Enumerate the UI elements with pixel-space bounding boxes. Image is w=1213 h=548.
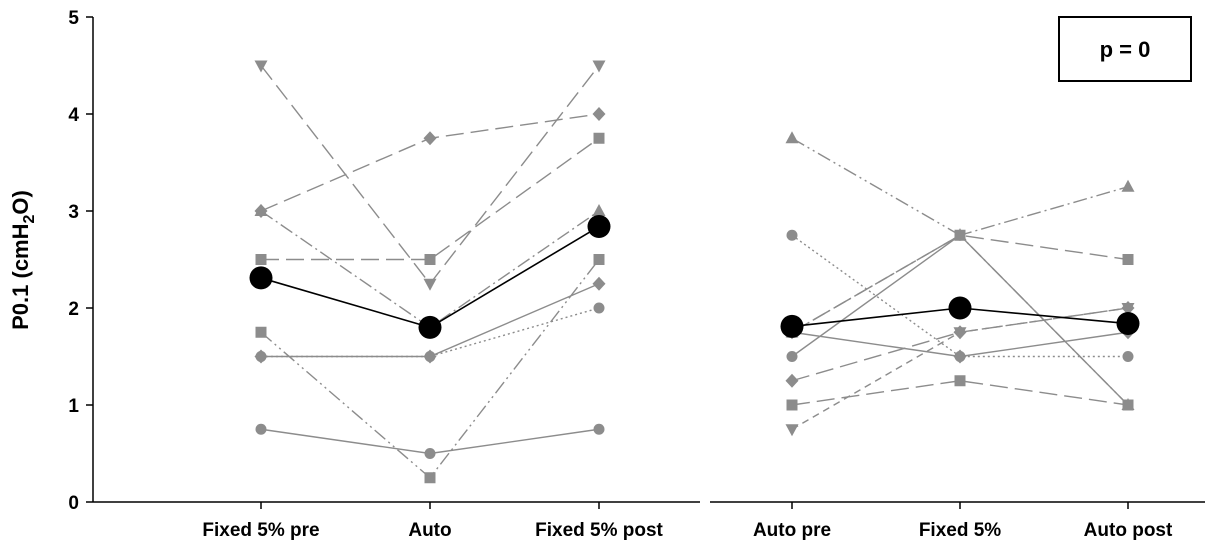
subject-marker-diamond xyxy=(423,131,437,146)
subject-marker-square xyxy=(424,472,436,484)
mean-marker xyxy=(587,215,611,239)
subject-marker-triangle-up xyxy=(785,131,799,144)
svg-text:P0.1 (cmH2O): P0.1 (cmH2O) xyxy=(8,190,38,330)
subject-marker-circle xyxy=(593,423,605,435)
subject-marker-triangle-up xyxy=(1121,179,1135,192)
subject-marker-circle xyxy=(424,448,436,459)
subject-marker-square xyxy=(255,326,267,338)
panel-2-mean-series xyxy=(780,296,1140,338)
subject-marker-diamond xyxy=(953,349,967,364)
y-tick-label: 3 xyxy=(68,202,79,223)
subject-marker-triangle-down xyxy=(1121,303,1135,315)
subject-marker-square xyxy=(593,254,605,265)
subject-series-1 xyxy=(254,60,606,291)
subject-marker-triangle-down xyxy=(592,60,606,73)
subject-marker-square xyxy=(593,132,605,144)
p-value-annotation: p = 0 xyxy=(1058,16,1192,82)
subject-line xyxy=(260,210,600,329)
panel-1-axes: 0 1 2 3 4 5 Fixed 5% pre Auto Fixed 5% post xyxy=(68,8,700,541)
x-tick-label: Auto post xyxy=(1084,520,1173,541)
subject-marker-square xyxy=(954,375,966,387)
subject-line xyxy=(261,137,600,261)
y-tick-label: 1 xyxy=(68,396,79,417)
subject-marker-circle xyxy=(786,229,798,241)
subject-series-2 xyxy=(786,229,1134,362)
x-tick-label: Auto pre xyxy=(753,520,831,541)
subject-marker-square xyxy=(954,229,966,241)
subject-line xyxy=(260,113,600,212)
subject-line xyxy=(791,307,1129,382)
x-tick-label: Fixed 5% xyxy=(919,520,1001,541)
y-axis-title-end: O) xyxy=(8,190,33,214)
mean-series-layer xyxy=(249,215,1140,339)
y-axis-title: P0.1 (cmH2O) xyxy=(8,190,38,330)
panel-2-axes: Auto pre Fixed 5% Auto post xyxy=(710,501,1205,541)
subject-series-7 xyxy=(255,302,605,362)
y-tick-label: 0 xyxy=(68,493,79,514)
subject-marker-square xyxy=(1122,254,1134,265)
subject-series-8 xyxy=(255,423,605,459)
y-axis-title-subscript: 2 xyxy=(21,214,38,223)
annotation-text: p = 0 xyxy=(1100,37,1151,62)
subject-series-1 xyxy=(785,131,1135,410)
y-axis-title-main: P0.1 (cmH xyxy=(8,223,33,329)
subject-marker-triangle-up xyxy=(592,204,606,216)
y-tick-label: 5 xyxy=(68,8,79,29)
mean-line xyxy=(260,225,600,329)
subject-marker-square xyxy=(255,254,267,265)
subject-marker-circle xyxy=(593,302,605,314)
panel-1-mean-series xyxy=(249,215,611,339)
subject-series-5 xyxy=(255,254,605,484)
mean-marker xyxy=(780,314,804,338)
subject-marker-circle xyxy=(1122,351,1134,362)
subject-marker-diamond xyxy=(592,107,606,121)
subject-marker-circle xyxy=(255,351,267,362)
axes-layer: 0 1 2 3 4 5 Fixed 5% pre Auto Fixed 5% post Auto … xyxy=(68,8,1205,541)
individual-series-layer xyxy=(254,60,1135,484)
subject-marker-triangle-down xyxy=(785,424,799,437)
subject-series-3 xyxy=(255,132,605,265)
subject-line xyxy=(791,137,1129,406)
mean-marker xyxy=(418,315,442,339)
subject-series-7 xyxy=(785,303,1135,437)
subject-marker-square xyxy=(1122,399,1134,411)
subject-marker-square xyxy=(424,254,436,265)
subject-series-4 xyxy=(254,204,606,333)
subject-series-2 xyxy=(254,107,606,218)
mean-marker xyxy=(1116,312,1140,336)
annotation-frame xyxy=(1058,16,1192,82)
x-tick-label: Fixed 5% post xyxy=(535,520,663,541)
subject-marker-circle xyxy=(424,351,436,362)
subject-line xyxy=(261,307,600,358)
y-tick-label: 4 xyxy=(68,105,79,126)
subject-marker-triangle-down xyxy=(423,278,437,291)
subject-marker-square xyxy=(786,399,798,411)
subject-marker-circle xyxy=(255,423,267,435)
subject-marker-triangle-down xyxy=(953,327,967,340)
x-tick-label: Fixed 5% pre xyxy=(202,520,319,541)
panel-1-individual-series xyxy=(254,60,606,484)
subject-marker-circle xyxy=(786,351,798,362)
subject-marker-diamond xyxy=(592,276,606,291)
y-tick-label: 2 xyxy=(68,299,79,320)
subject-marker-diamond xyxy=(785,373,799,388)
panel-2-individual-series xyxy=(785,131,1135,437)
subject-marker-triangle-up xyxy=(254,204,268,216)
x-tick-label: Auto xyxy=(408,520,451,541)
subject-marker-triangle-down xyxy=(254,60,268,73)
mean-marker xyxy=(948,296,972,320)
mean-marker xyxy=(249,266,273,290)
subject-line xyxy=(791,234,1129,333)
subject-series-5 xyxy=(786,375,1134,411)
